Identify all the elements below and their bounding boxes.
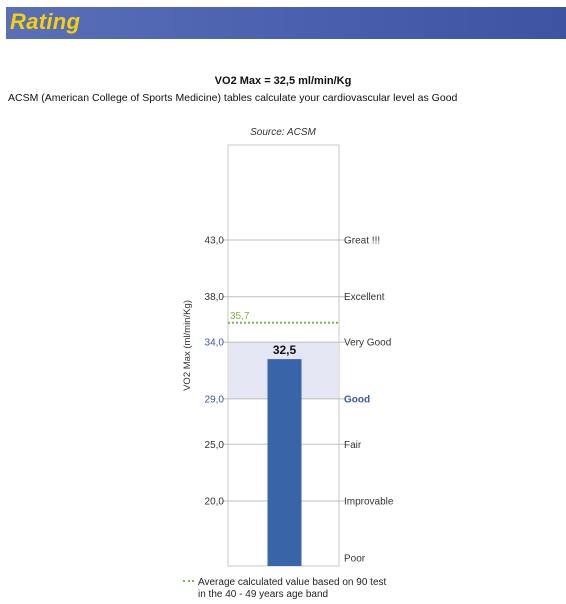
y-tick-label: 38,0 (205, 292, 225, 303)
y-axis-title: VO2 Max (ml/min/Kg) (182, 300, 193, 391)
y-tick-label: 20,0 (205, 497, 225, 508)
category-label: Excellent (344, 292, 385, 303)
legend-line-2: in the 40 - 49 years age band (198, 589, 329, 600)
category-label: Poor (344, 553, 366, 564)
category-label: Fair (344, 440, 362, 451)
category-label: Good (344, 394, 370, 405)
average-legend-swatch (183, 579, 194, 585)
chart-legend: Average calculated value based on 90 tes… (183, 577, 386, 601)
value-bar (267, 359, 302, 566)
category-label: Great !!! (344, 235, 380, 246)
legend-line-1: Average calculated value based on 90 tes… (198, 577, 387, 588)
y-tick-label: 25,0 (205, 440, 225, 451)
vo2-max-summary: VO2 Max = 32,5 ml/min/Kg (214, 75, 352, 87)
bar-value-label: 32,5 (273, 343, 297, 357)
rating-title: Rating (10, 9, 81, 34)
acsm-description: ACSM (American College of Sports Medicin… (8, 92, 458, 104)
rating-header: Rating (6, 7, 566, 39)
y-tick-label: 29,0 (205, 394, 225, 405)
y-tick-label: 34,0 (205, 338, 225, 349)
average-label: 35,7 (230, 311, 250, 322)
chart-source: Source: ACSM (250, 127, 316, 138)
category-label: Very Good (344, 338, 391, 349)
category-label: Improvable (344, 497, 394, 508)
y-tick-label: 43,0 (205, 235, 225, 246)
